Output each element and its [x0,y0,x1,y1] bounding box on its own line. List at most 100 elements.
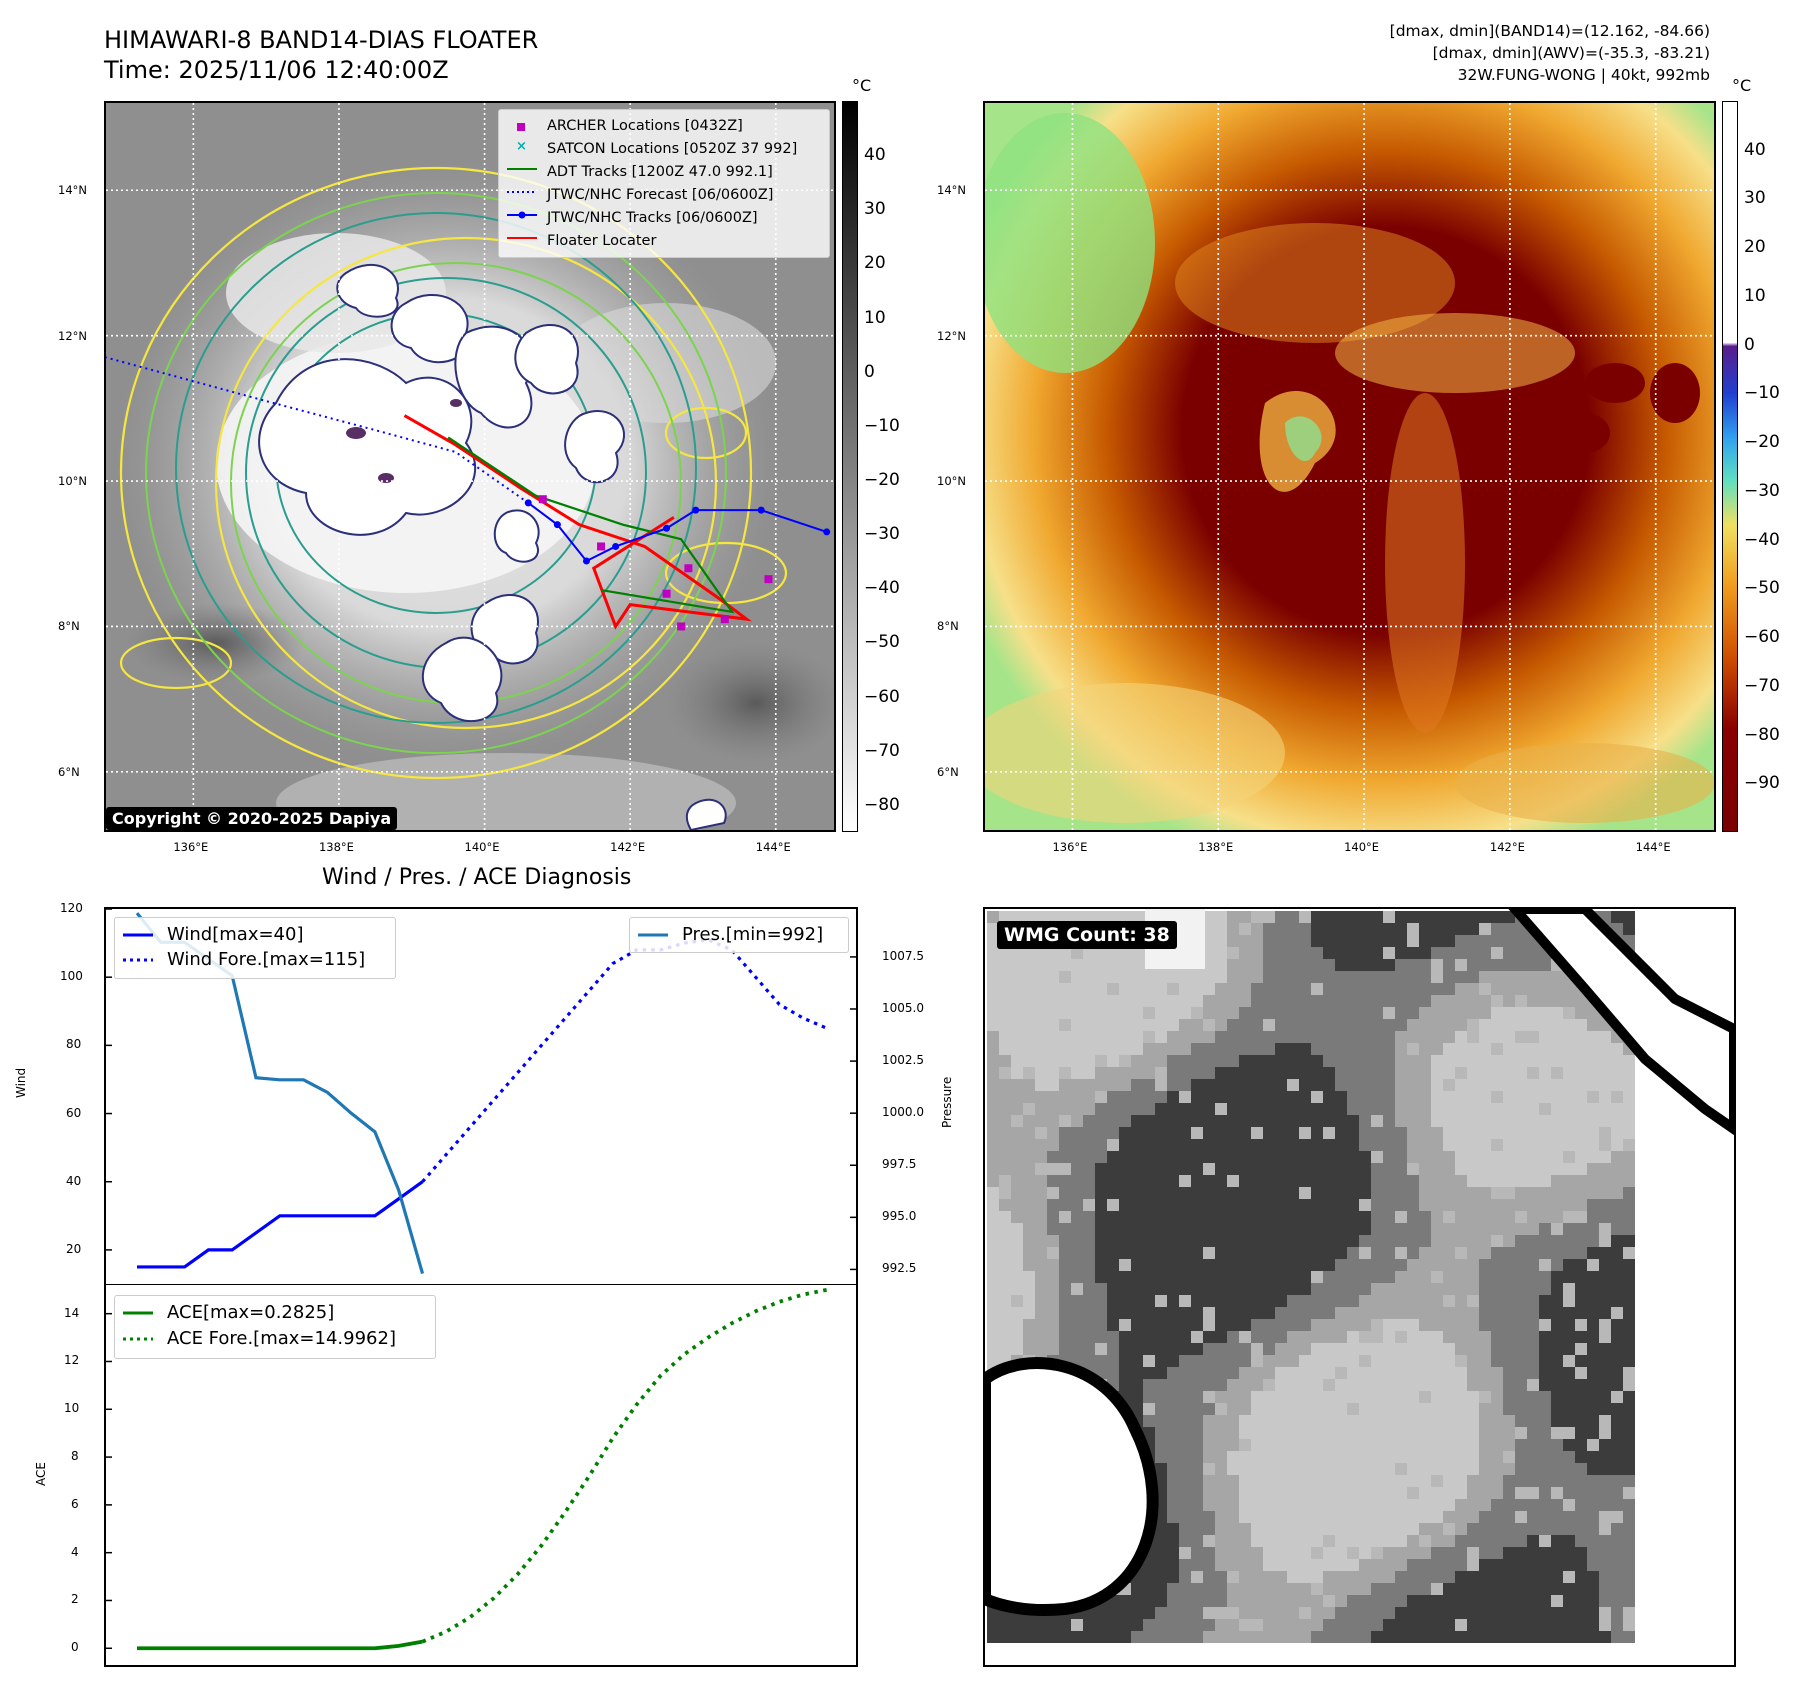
lon-label: 144°E [1636,840,1671,854]
colorbar-tick-label: −60 [1744,627,1780,647]
legend-label-forecast: JTWC/NHC Forecast [06/0600Z] [547,187,773,203]
wind-tick-label: 40 [66,1174,81,1188]
lon-label: 142°E [610,840,645,854]
ace-series-line-1 [423,1290,827,1642]
colorbar-tick-label: −60 [864,687,900,707]
lat-label: 6°N [58,765,80,779]
map-legend: × ARCHER Locations [0432Z] SATCON Locati… [498,109,830,258]
archer-location [684,564,692,572]
colorbar-band14 [842,101,858,832]
wind-tick-label: 100 [60,969,83,983]
pressure-legend-label: Pres.[min=992] [682,924,823,945]
ace-tick-label: 12 [64,1353,79,1367]
colorbar-tick-label: 10 [864,308,886,328]
pressure-tick-label: 1002.5 [882,1053,924,1067]
info-line-2: [dmax, dmin](AWV)=(-35.3, -83.21) [1433,44,1710,62]
ace-tick-label: 2 [71,1592,79,1606]
colorbar-tick-label: 40 [1744,140,1766,160]
legend-label-satcon: SATCON Locations [0520Z 37 992] [547,141,797,157]
archer-location [764,575,772,583]
wind-tick-label: 60 [66,1106,81,1120]
lon-label: 138°E [319,840,354,854]
lat-label: 10°N [937,474,966,488]
archer-location [663,590,671,598]
pressure-legend-symbols [630,918,690,952]
pressure-tick-label: 992.5 [882,1261,916,1275]
wind-legend: Wind[max=40] Wind Fore.[max=115] [114,917,396,979]
colorbar-tick-label: 20 [864,253,886,273]
pressure-tick-label: 1007.5 [882,949,924,963]
archer-legend-marker [517,123,525,131]
band14-map: × ARCHER Locations [0432Z] SATCON Locati… [104,101,836,832]
wind-tick-label: 20 [66,1242,81,1256]
colorbar-awv-unit: °C [1732,76,1751,95]
wind-ylabel: Wind [14,1068,28,1098]
colorbar-tick-label: −70 [864,741,900,761]
figure-time: Time: 2025/11/06 12:40:00Z [104,56,449,84]
colorbar-tick-label: 30 [864,199,886,219]
lon-label: 136°E [1052,840,1087,854]
jtwc-track-point [758,507,765,514]
wmg-canvas [985,909,1734,1665]
series-line-0 [137,1182,423,1267]
legend-label-floater: Floater Locater [547,233,656,249]
jtwc-track-point [663,525,670,532]
lat-label: 8°N [58,619,80,633]
lat-label: 6°N [937,765,959,779]
ace-tick-label: 4 [71,1545,79,1559]
ace-tick-label: 10 [64,1401,79,1415]
colorbar-tick-label: −30 [1744,481,1780,501]
pressure-ylabel: Pressure [940,1077,954,1128]
lon-label: 144°E [756,840,791,854]
jtwc-track-point [692,507,699,514]
lon-label: 138°E [1198,840,1233,854]
lat-label: 8°N [937,619,959,633]
pressure-tick-label: 995.0 [882,1209,916,1223]
ace-series-line-0 [137,1642,423,1649]
ace-tick-label: 14 [64,1306,79,1320]
pressure-tick-label: 997.5 [882,1157,916,1171]
awv-map-canvas [985,103,1714,830]
info-line-1: [dmax, dmin](BAND14)=(12.162, -84.66) [1390,22,1710,40]
lat-label: 14°N [937,183,966,197]
jtwc-track-point [525,499,532,506]
colorbar-tick-label: −40 [1744,530,1780,550]
lat-label: 12°N [937,329,966,343]
archer-location [597,542,605,550]
colorbar-tick-label: 10 [1744,286,1766,306]
archer-location [539,495,547,503]
wind-fore-legend-label: Wind Fore.[max=115] [167,949,365,970]
ace-fore-legend-label: ACE Fore.[max=14.9962] [167,1328,396,1349]
ace-legend-label: ACE[max=0.2825] [167,1302,334,1323]
wmg-count-badge: WMG Count: 38 [997,921,1177,949]
colorbar-tick-label: −10 [864,416,900,436]
ace-tick-label: 8 [71,1449,79,1463]
legend-label-jtwc: JTWC/NHC Tracks [06/0600Z] [547,210,758,226]
diag-title: Wind / Pres. / ACE Diagnosis [322,865,631,890]
colorbar-tick-label: −90 [1744,773,1780,793]
colorbar-tick-label: 0 [864,362,875,382]
colorbar-tick-label: −50 [1744,578,1780,598]
wind-pressure-plot: Wind[max=40] Wind Fore.[max=115] Pres.[m… [104,907,858,1285]
satcon-legend-marker: × [516,139,527,154]
lon-label: 140°E [1344,840,1379,854]
lat-label: 10°N [58,474,87,488]
ace-tick-label: 6 [71,1497,79,1511]
ace-plot: ACE[max=0.2825] ACE Fore.[max=14.9962] [104,1284,858,1667]
lat-label: 12°N [58,329,87,343]
colorbar-tick-label: −20 [1744,432,1780,452]
colorbar-tick-label: −50 [864,632,900,652]
lon-label: 140°E [465,840,500,854]
colorbar-tick-label: −80 [1744,725,1780,745]
colorbar-tick-label: −20 [864,470,900,490]
colorbar-tick-label: 40 [864,145,886,165]
colorbar-band14-unit: °C [852,76,871,95]
ace-legend: ACE[max=0.2825] ACE Fore.[max=14.9962] [114,1295,436,1359]
jtwc-legend-dot [519,212,526,219]
colorbar-tick-label: −70 [1744,676,1780,696]
ace-ylabel: ACE [34,1462,48,1486]
archer-location [677,622,685,630]
jtwc-track-point [823,528,830,535]
pressure-tick-label: 1000.0 [882,1105,924,1119]
colorbar-tick-label: 30 [1744,188,1766,208]
